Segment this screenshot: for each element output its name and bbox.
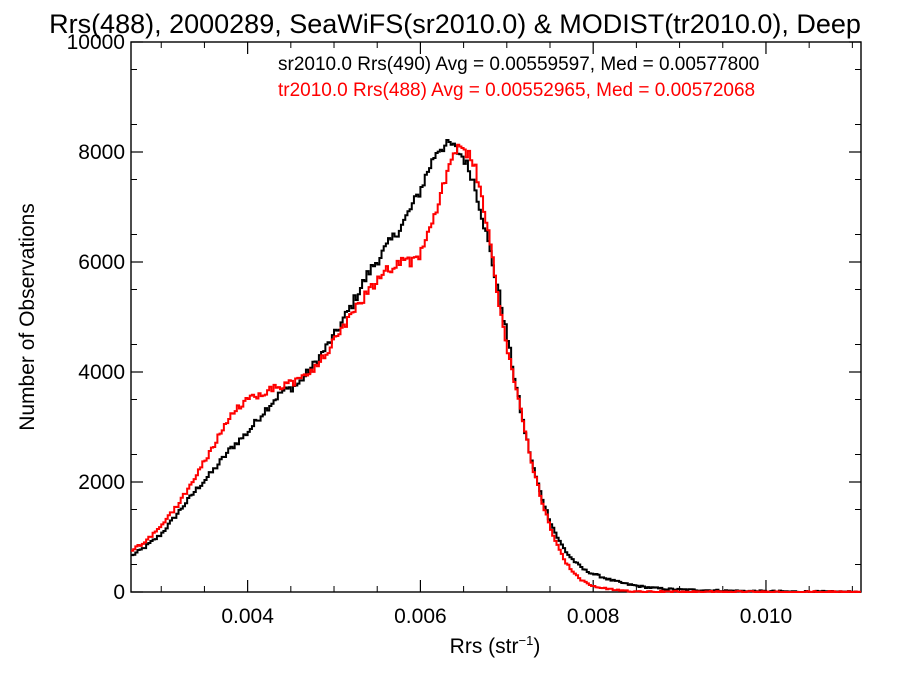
y-tick-label: 0	[113, 581, 125, 604]
x-axis-label-main: Rrs (str	[450, 635, 519, 658]
y-tick-label: 4000	[78, 361, 125, 384]
x-axis-label-tail: )	[533, 635, 540, 658]
y-tick-label: 10000	[67, 31, 125, 54]
legend-entry-series-2: tr2010.0 Rrs(488) Avg = 0.00552965, Med …	[278, 80, 755, 101]
series-line-1	[131, 138, 861, 593]
x-tick-label: 0.004	[221, 605, 274, 628]
y-axis-label: Number of Observations	[16, 203, 39, 431]
plot-frame	[130, 41, 862, 593]
y-axis: 0 2000 4000 6000 8000 10000	[67, 31, 861, 604]
x-axis: 0.004 0.006 0.008 0.010	[160, 42, 853, 628]
legend: sr2010.0 Rrs(490) Avg = 0.00559597, Med …	[278, 54, 759, 101]
y-tick-label: 6000	[78, 251, 125, 274]
chart-title: Rrs(488), 2000289, SeaWiFS(sr2010.0) & M…	[49, 9, 861, 39]
series-line-2	[131, 143, 861, 593]
x-axis-label-superscript: −1	[519, 633, 534, 648]
y-tick-label: 8000	[78, 141, 125, 164]
x-tick-label: 0.010	[740, 605, 793, 628]
x-tick-label: 0.008	[567, 605, 620, 628]
x-axis-label: Rrs (str−1)	[450, 633, 541, 658]
x-tick-label: 0.006	[394, 605, 447, 628]
legend-entry-series-1: sr2010.0 Rrs(490) Avg = 0.00559597, Med …	[278, 54, 759, 75]
y-tick-label: 2000	[78, 471, 125, 494]
plot-lines	[131, 138, 861, 593]
